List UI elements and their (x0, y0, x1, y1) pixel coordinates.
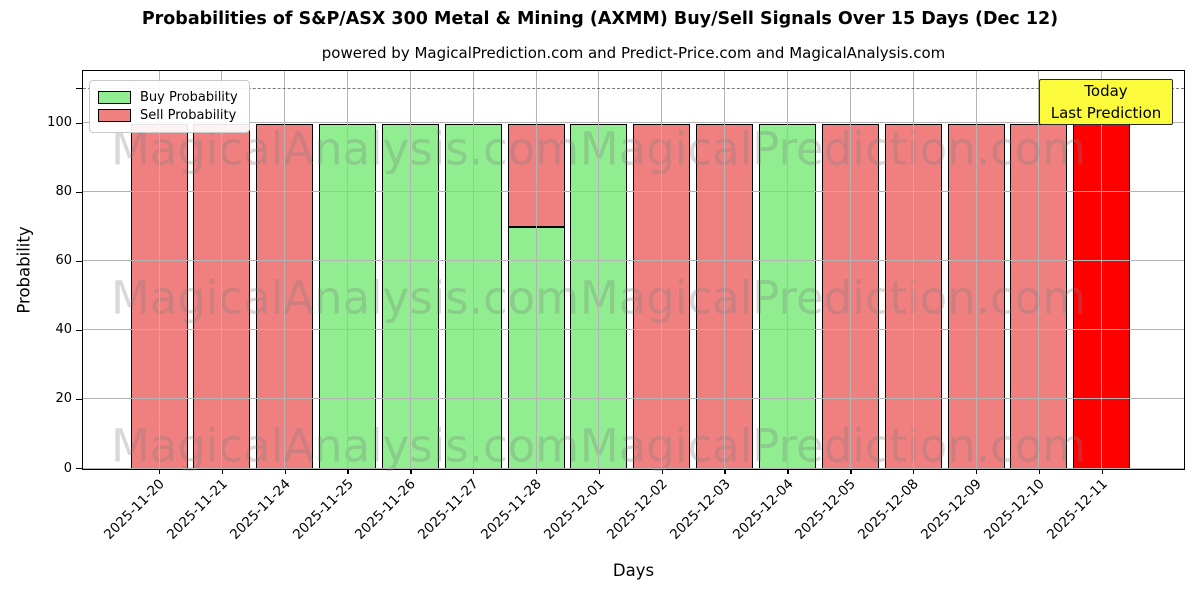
x-axis-tick-label-text: 2025-12-11 (1043, 476, 1111, 543)
x-axis-tick-label-text: 2025-11-20 (101, 476, 168, 543)
x-axis-tick-label-text: 2025-12-01 (540, 476, 608, 543)
y-axis-tick-label: 60 (55, 253, 72, 269)
x-axis-tick (221, 468, 224, 474)
y-axis-tick-label: 80 (55, 184, 72, 200)
chart-title: Probabilities of S&P/ASX 300 Metal & Min… (141, 9, 1059, 29)
x-axis-tick (535, 468, 538, 474)
y-axis-tick-reference (76, 88, 82, 90)
x-axis-tick-label-text: 2025-11-24 (226, 476, 294, 543)
grid-line-vertical (849, 71, 851, 469)
grid-line-vertical (787, 71, 788, 469)
x-axis-tick-label-text: 2025-12-04 (729, 476, 797, 543)
grid-line-vertical (535, 71, 537, 469)
legend-label-buy: Buy Probability (140, 90, 238, 105)
watermark-text: MagicalAnalysis.com (110, 419, 580, 473)
grid-line-vertical (409, 71, 411, 469)
today-annotation-line1: Today (1084, 82, 1128, 100)
grid-line-vertical (284, 71, 286, 469)
x-axis-tick-label-text: 2025-12-09 (918, 476, 985, 543)
y-axis-tick-label: 100 (47, 115, 72, 131)
today-annotation: Today Last Prediction (1039, 79, 1173, 125)
x-axis-tick (1038, 468, 1041, 474)
sell-probability-swatch (98, 109, 131, 122)
watermark-text: MagicalPrediction.com (579, 122, 1087, 176)
y-axis-tick (76, 122, 82, 124)
grid-line-horizontal (83, 191, 1184, 193)
x-axis-tick-label-text: 2025-11-21 (163, 476, 231, 543)
grid-line-vertical (598, 71, 600, 469)
y-axis-tick (76, 329, 82, 332)
y-axis-tick-label: 20 (55, 391, 72, 407)
reference-dashed-line (83, 88, 1184, 90)
grid-line-horizontal (83, 329, 1184, 331)
legend-label-sell: Sell Probability (140, 108, 237, 123)
x-axis-tick (347, 468, 349, 474)
y-axis-tick (76, 260, 82, 263)
x-axis-tick (410, 468, 412, 474)
x-axis-tick (850, 468, 852, 474)
grid-line-vertical (472, 71, 474, 469)
plot-area: Buy Probability Sell Probability Today L… (82, 70, 1185, 473)
grid-line-horizontal (83, 467, 1184, 469)
chart-subtitle: powered by MagicalPrediction.com and Pre… (321, 44, 946, 62)
y-axis-tick (76, 467, 82, 470)
legend-item-buy: Buy Probability (98, 90, 238, 105)
grid-line-horizontal (83, 122, 1184, 124)
x-axis-tick-label-text: 2025-12-10 (980, 476, 1048, 543)
x-axis-tick-label-text: 2025-12-08 (855, 476, 923, 543)
x-axis-tick (913, 468, 915, 474)
y-axis-tick-label: 40 (55, 322, 72, 338)
x-axis-tick (975, 468, 978, 474)
x-axis-tick-label-text: 2025-11-25 (289, 476, 357, 543)
x-axis-tick (724, 468, 726, 474)
watermark-text: MagicalPrediction.com (579, 271, 1087, 325)
grid-line-vertical (347, 71, 349, 469)
x-axis-label: Days (612, 561, 655, 580)
grid-line-vertical (1038, 71, 1040, 469)
x-axis-tick-label-text: 2025-11-28 (478, 476, 545, 543)
grid-line-vertical (221, 71, 223, 469)
x-axis-tick-label-text: 2025-11-27 (415, 476, 483, 543)
y-axis-tick (76, 191, 82, 194)
grid-line-vertical (912, 71, 914, 469)
legend-item-sell: Sell Probability (98, 108, 238, 123)
grid-line-vertical (975, 71, 977, 469)
grid-line-vertical (158, 71, 160, 469)
x-axis-tick (473, 468, 475, 474)
x-axis-tick-label-text: 2025-12-02 (603, 476, 671, 543)
x-axis-tick-label-text: 2025-12-05 (792, 476, 860, 543)
y-axis-label: Probability (14, 226, 34, 314)
grid-line-vertical (661, 71, 663, 469)
x-axis-tick-label-text: 2025-11-26 (352, 476, 420, 543)
watermark-text: MagicalPrediction.com (579, 419, 1087, 473)
x-axis-tick-label-text: 2025-12-03 (666, 476, 734, 543)
x-axis-tick (158, 468, 161, 474)
y-axis-tick (76, 398, 82, 401)
grid-line-vertical (724, 71, 726, 469)
x-axis-tick (661, 468, 663, 474)
x-axis-tick (1101, 468, 1103, 474)
buy-probability-swatch (98, 91, 131, 104)
x-axis-tick (787, 468, 789, 474)
grid-line-horizontal (83, 260, 1184, 262)
grid-line-vertical (1101, 71, 1103, 469)
legend: Buy Probability Sell Probability (89, 80, 250, 133)
y-axis-tick-label: 0 (63, 460, 72, 476)
x-axis-tick (598, 468, 601, 474)
grid-line-horizontal (83, 398, 1184, 400)
today-annotation-line2: Last Prediction (1050, 103, 1162, 122)
watermark-text: MagicalAnalysis.com (110, 271, 580, 325)
x-axis-tick (284, 468, 286, 474)
